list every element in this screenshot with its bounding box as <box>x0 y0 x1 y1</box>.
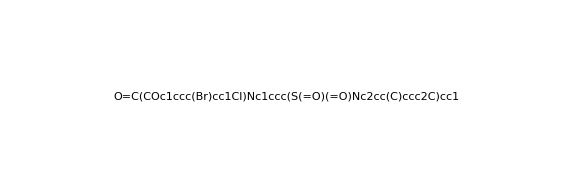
Text: O=C(COc1ccc(Br)cc1Cl)Nc1ccc(S(=O)(=O)Nc2cc(C)ccc2C)cc1: O=C(COc1ccc(Br)cc1Cl)Nc1ccc(S(=O)(=O)Nc2… <box>113 91 459 102</box>
